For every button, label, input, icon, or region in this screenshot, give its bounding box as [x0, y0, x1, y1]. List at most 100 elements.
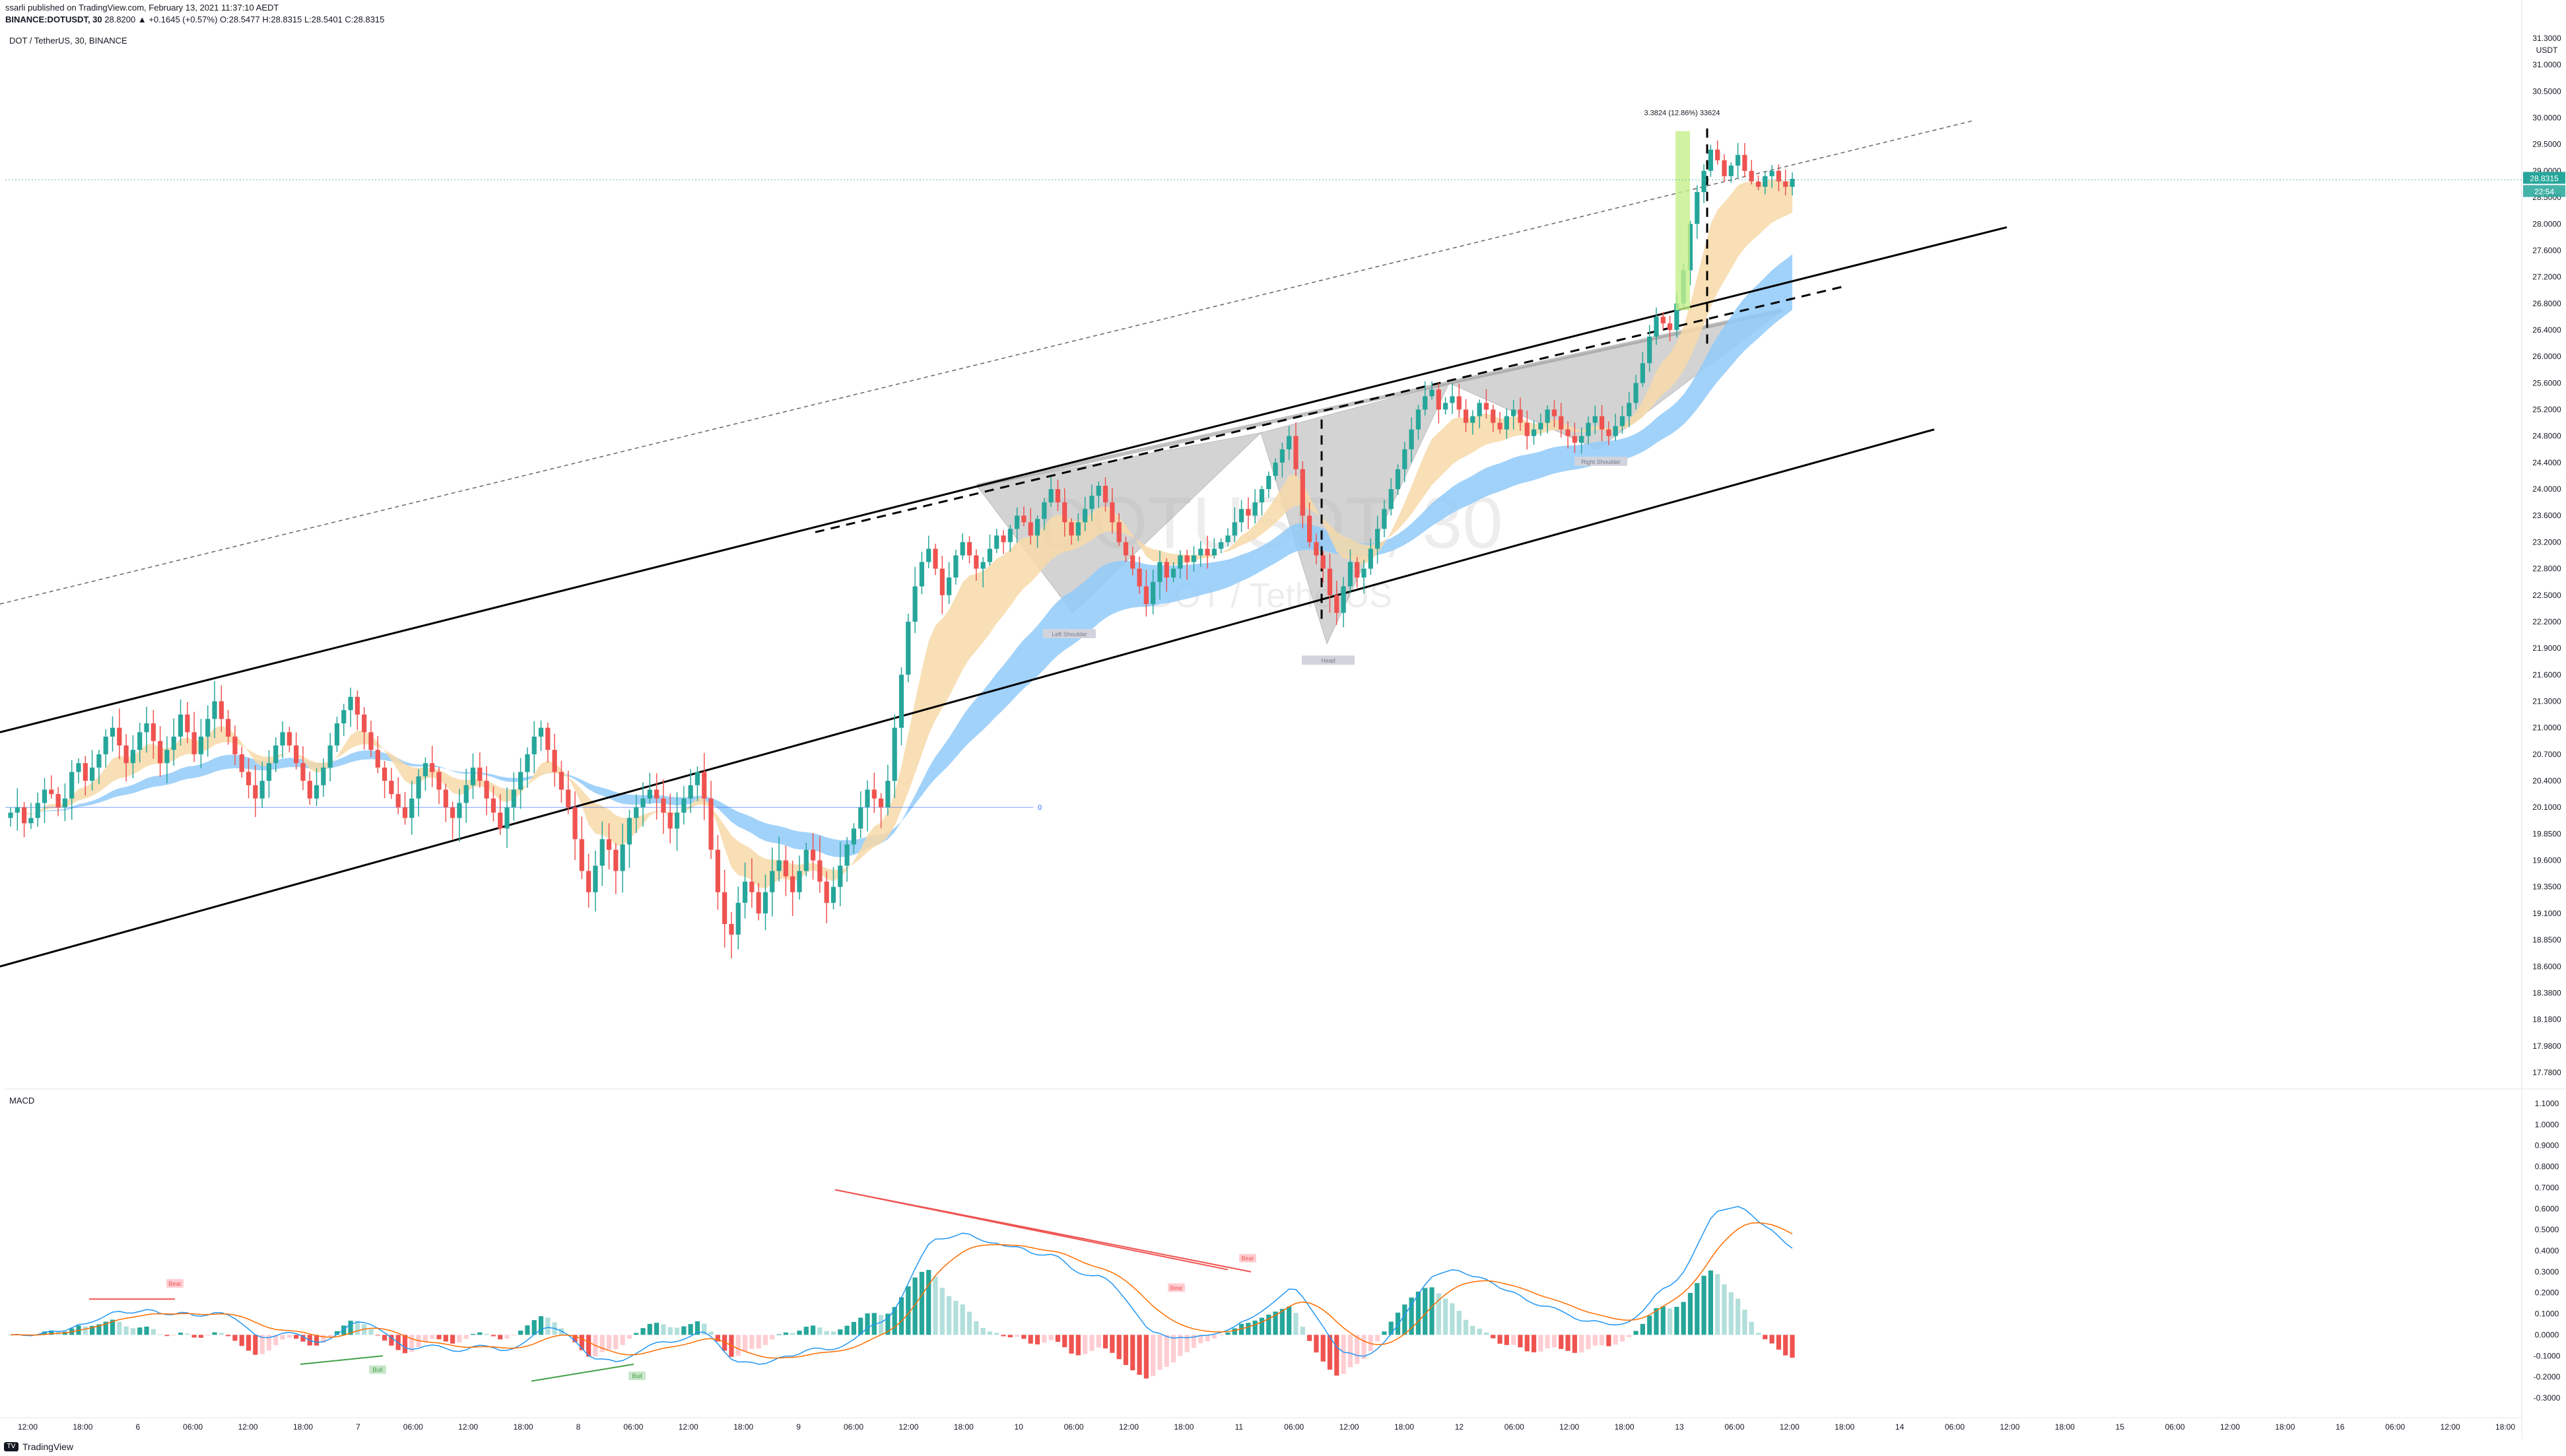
candle-body — [1491, 409, 1496, 423]
macd-histogram-bar — [1096, 1335, 1101, 1348]
macd-histogram-bar — [579, 1335, 584, 1350]
macd-tick-label: 0.2000 — [2535, 1288, 2559, 1298]
candle-body — [538, 727, 544, 737]
macd-signal-tag — [628, 1372, 646, 1381]
candle-body — [810, 849, 816, 861]
candle-body — [1314, 542, 1319, 556]
time-tick-label: 06:00 — [1724, 1422, 1744, 1432]
candle-body — [599, 839, 605, 866]
macd-histogram-bar — [1300, 1327, 1305, 1335]
price-tick-label: 28.0000 — [2532, 219, 2561, 228]
macd-histogram-bar — [137, 1327, 143, 1335]
macd-histogram-bar — [1681, 1302, 1686, 1335]
candle-body — [1497, 422, 1502, 430]
price-tick-label: 30.0000 — [2532, 114, 2561, 123]
candle-body — [1470, 416, 1475, 423]
candle-body — [1123, 542, 1129, 556]
macd-histogram-bar — [1545, 1335, 1550, 1348]
macd-histogram-bar — [708, 1331, 714, 1335]
time-tick-label: 12:00 — [2000, 1422, 2019, 1432]
candle-body — [395, 794, 401, 808]
macd-histogram-bar — [1395, 1312, 1401, 1335]
candle-body — [1524, 422, 1530, 436]
candle-body — [368, 732, 374, 750]
candle-body — [1423, 396, 1428, 410]
candle-body — [572, 807, 578, 840]
candle-body — [552, 750, 557, 772]
candle-body — [137, 732, 143, 750]
candle-body — [1456, 396, 1462, 410]
candle-body — [634, 807, 639, 818]
macd-histogram-bar — [1599, 1335, 1605, 1346]
candle-body — [1722, 160, 1727, 176]
time-tick-label: 18:00 — [293, 1422, 313, 1432]
macd-histogram-bar — [1436, 1293, 1441, 1335]
macd-histogram-bar — [1306, 1335, 1312, 1341]
price-tick-label: 20.7000 — [2532, 750, 2561, 759]
macd-histogram-bar — [389, 1335, 394, 1346]
macd-histogram-bar — [1783, 1335, 1788, 1356]
candle-body — [1749, 170, 1754, 182]
macd-histogram-bar — [314, 1335, 320, 1346]
macd-histogram-bar — [722, 1335, 727, 1351]
macd-histogram-bar — [960, 1304, 965, 1335]
candle-body — [430, 763, 435, 772]
candle-body — [844, 844, 850, 866]
candle-body — [722, 892, 727, 924]
macd-histogram-bar — [1776, 1335, 1782, 1350]
macd-histogram-bar — [599, 1335, 605, 1352]
candle-body — [484, 781, 489, 799]
macd-histogram-bar — [287, 1335, 292, 1338]
macd-tick-label: 0.3000 — [2535, 1267, 2559, 1276]
price-tick-label: 21.3000 — [2532, 696, 2561, 706]
macd-histogram-bar — [926, 1270, 931, 1335]
macd-histogram-bar — [1551, 1335, 1557, 1348]
candle-body — [1137, 568, 1142, 587]
macd-histogram-bar — [1483, 1332, 1489, 1335]
macd-histogram-bar — [858, 1317, 863, 1335]
macd-histogram-bar — [783, 1332, 788, 1335]
annotations: 3.3824 (12.86%) 33624 Left Shoulder Head Ri… — [1043, 110, 1720, 665]
price-tick-label: 17.9800 — [2532, 1042, 2561, 1051]
macd-histogram-bar — [1579, 1335, 1584, 1353]
macd-signal-label: Bear — [168, 1280, 181, 1287]
candle-body — [49, 789, 54, 795]
candle-body — [885, 781, 891, 808]
candle-body — [558, 772, 564, 790]
candle-body — [1592, 416, 1598, 423]
candle-body — [178, 714, 184, 737]
macd-histogram-bar — [1647, 1315, 1652, 1335]
macd-histogram-bar — [919, 1272, 925, 1335]
candle-body — [790, 876, 795, 892]
measure-box — [1675, 131, 1690, 310]
candle-body — [871, 789, 877, 799]
symbol-label: BINANCE:DOTUSDT, 30 — [5, 15, 102, 24]
macd-histogram-bar — [1083, 1335, 1088, 1354]
macd-histogram-bar — [185, 1333, 190, 1335]
candle-body — [593, 865, 598, 892]
macd-histogram-bar — [1164, 1335, 1169, 1367]
candle-body — [273, 745, 279, 764]
candle-body — [1586, 422, 1591, 436]
time-tick-label: 06:00 — [844, 1422, 863, 1432]
macd-histogram-bar — [667, 1327, 673, 1335]
candle-body — [830, 886, 836, 903]
time-tick-label: 9 — [796, 1422, 801, 1432]
published-line: ssarli published on TradingView.com, Feb… — [5, 3, 279, 13]
candle-body — [1259, 489, 1265, 503]
candle-body — [1075, 522, 1081, 536]
candle-body — [382, 767, 388, 781]
macd-histogram-bar — [1334, 1335, 1339, 1376]
fast-ribbon — [11, 179, 1792, 889]
candle-body — [321, 767, 326, 785]
candle-body — [1252, 502, 1258, 516]
macd-tick-label: 0.4000 — [2535, 1246, 2559, 1255]
candle-body — [1518, 409, 1523, 423]
price-tick-label: 27.6000 — [2532, 246, 2561, 255]
macd-histogram-bar — [443, 1335, 448, 1342]
time-tick-label: 06:00 — [1284, 1422, 1304, 1432]
macd-histogram-bar — [368, 1329, 374, 1335]
candle-body — [1273, 462, 1278, 476]
macd-histogram-bar — [980, 1328, 986, 1335]
